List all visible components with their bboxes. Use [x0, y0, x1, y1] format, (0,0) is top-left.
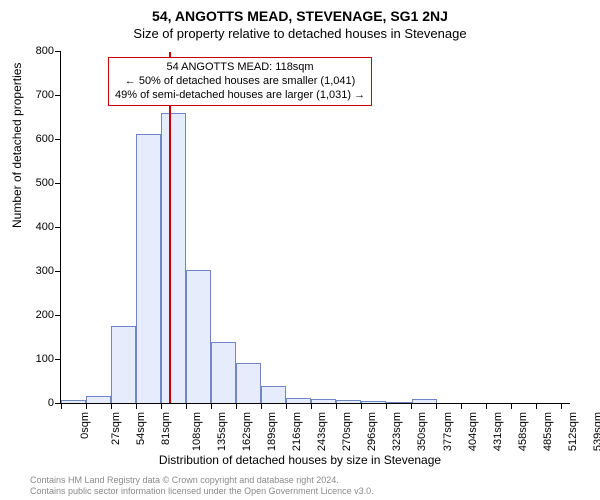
x-tick — [286, 403, 287, 409]
annotation-line: 49% of semi-detached houses are larger (… — [115, 89, 365, 103]
histogram-bar — [286, 398, 311, 403]
histogram-chart: 01002003004005006007008000sqm27sqm54sqm8… — [60, 52, 570, 404]
x-tick — [211, 403, 212, 409]
x-tick-label: 0sqm — [79, 412, 91, 439]
x-tick-label: 485sqm — [542, 412, 554, 451]
x-tick-label: 270sqm — [342, 412, 354, 451]
histogram-bar — [336, 400, 361, 403]
x-tick — [236, 403, 237, 409]
y-tick — [55, 183, 61, 184]
x-tick-label: 323sqm — [392, 412, 404, 451]
x-tick — [561, 403, 562, 409]
x-tick-label: 108sqm — [191, 412, 203, 451]
x-tick — [136, 403, 137, 409]
y-tick — [55, 51, 61, 52]
y-tick-label: 400 — [36, 221, 54, 233]
y-tick — [55, 139, 61, 140]
x-tick-label: 350sqm — [417, 412, 429, 451]
x-tick — [186, 403, 187, 409]
footer-line-1: Contains HM Land Registry data © Crown c… — [30, 475, 590, 485]
x-tick-label: 216sqm — [291, 412, 303, 451]
x-tick-label: 458sqm — [517, 412, 529, 451]
histogram-bar — [211, 342, 236, 403]
x-tick-label: 189sqm — [266, 412, 278, 451]
annotation-line: ← 50% of detached houses are smaller (1,… — [115, 75, 365, 89]
x-tick-label: 296sqm — [367, 412, 379, 451]
y-tick — [55, 315, 61, 316]
annotation-line: 54 ANGOTTS MEAD: 118sqm — [115, 61, 365, 75]
histogram-bar — [136, 134, 161, 403]
x-tick-label: 404sqm — [467, 412, 479, 451]
y-tick — [55, 95, 61, 96]
y-tick — [55, 271, 61, 272]
x-tick — [436, 403, 437, 409]
y-tick-label: 200 — [36, 309, 54, 321]
y-tick-label: 800 — [36, 45, 54, 57]
x-tick-label: 512sqm — [567, 412, 579, 451]
x-tick-label: 162sqm — [241, 412, 253, 451]
footer-line-2: Contains public sector information licen… — [30, 486, 590, 496]
page-subtitle: Size of property relative to detached ho… — [0, 24, 600, 41]
x-tick — [386, 403, 387, 409]
histogram-bar — [61, 400, 86, 403]
x-tick — [336, 403, 337, 409]
x-tick — [311, 403, 312, 409]
histogram-bar — [261, 386, 286, 403]
histogram-bar — [386, 402, 411, 403]
y-tick-label: 300 — [36, 265, 54, 277]
plot-area: 01002003004005006007008000sqm27sqm54sqm8… — [60, 52, 570, 404]
x-tick-label: 431sqm — [492, 412, 504, 451]
x-tick — [511, 403, 512, 409]
x-tick-label: 243sqm — [316, 412, 328, 451]
histogram-bar — [111, 326, 136, 403]
y-tick-label: 0 — [48, 397, 54, 409]
y-tick — [55, 227, 61, 228]
x-tick — [536, 403, 537, 409]
y-tick-label: 700 — [36, 89, 54, 101]
y-axis-label: Number of detached properties — [10, 63, 24, 228]
x-tick — [486, 403, 487, 409]
x-tick-label: 27sqm — [110, 412, 122, 445]
y-tick-label: 100 — [36, 353, 54, 365]
page-title: 54, ANGOTTS MEAD, STEVENAGE, SG1 2NJ — [0, 0, 600, 24]
annotation-box: 54 ANGOTTS MEAD: 118sqm← 50% of detached… — [108, 57, 372, 106]
y-tick-label: 600 — [36, 133, 54, 145]
histogram-bar — [186, 270, 211, 403]
x-tick-label: 539sqm — [592, 412, 600, 451]
x-tick — [411, 403, 412, 409]
x-tick — [86, 403, 87, 409]
x-axis-label: Distribution of detached houses by size … — [0, 453, 600, 467]
histogram-bar — [361, 401, 386, 403]
histogram-bar — [86, 396, 111, 403]
y-tick — [55, 359, 61, 360]
x-tick — [161, 403, 162, 409]
x-tick-label: 135sqm — [216, 412, 228, 451]
histogram-bar — [412, 399, 437, 403]
histogram-bar — [236, 363, 261, 403]
x-tick — [111, 403, 112, 409]
y-tick-label: 500 — [36, 177, 54, 189]
x-tick-label: 54sqm — [135, 412, 147, 445]
x-tick-label: 377sqm — [442, 412, 454, 451]
histogram-bar — [161, 113, 186, 403]
histogram-bar — [311, 399, 336, 403]
x-tick — [61, 403, 62, 409]
x-tick — [361, 403, 362, 409]
footer-attribution: Contains HM Land Registry data © Crown c… — [30, 475, 590, 496]
x-tick — [461, 403, 462, 409]
x-tick-label: 81sqm — [160, 412, 172, 445]
x-tick — [261, 403, 262, 409]
